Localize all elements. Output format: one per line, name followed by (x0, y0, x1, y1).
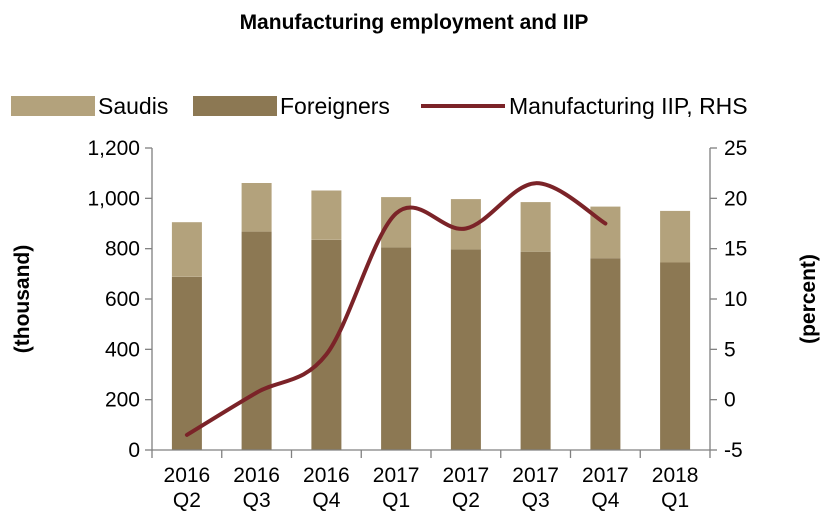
x-tick-label-quarter: Q1 (382, 489, 410, 512)
y-tick-label-left: 400 (105, 338, 140, 361)
x-tick-label-year: 2017 (373, 464, 420, 487)
y-tick-label-left: 200 (105, 389, 140, 412)
bar-foreigners-7 (660, 262, 691, 450)
x-tick-label-quarter: Q4 (591, 489, 619, 512)
x-tick-label-year: 2017 (582, 464, 629, 487)
chart-title: Manufacturing employment and IIP (240, 11, 589, 34)
bar-saudis-0 (171, 222, 202, 277)
legend-swatch-saudis (11, 96, 95, 116)
x-tick-label-quarter: Q1 (661, 489, 689, 512)
x-tick-label-year: 2018 (652, 464, 699, 487)
x-tick-label-quarter: Q3 (522, 489, 550, 512)
x-tick-label-year: 2016 (303, 464, 350, 487)
x-tick-label-quarter: Q2 (173, 489, 201, 512)
x-tick-label-quarter: Q4 (312, 489, 340, 512)
y-tick-label-right: 10 (724, 288, 747, 311)
y-tick-label-right: 0 (724, 389, 736, 412)
y-tick-label-left: 600 (105, 288, 140, 311)
bar-foreigners-6 (590, 258, 621, 450)
bar-foreigners-0 (171, 276, 202, 450)
x-tick-label-quarter: Q2 (452, 489, 480, 512)
line-manufacturing-iip (184, 181, 608, 437)
bar-saudis-1 (241, 183, 272, 232)
bar-foreigners-5 (520, 251, 551, 450)
x-tick-label-year: 2017 (443, 464, 490, 487)
x-tick-label-year: 2016 (233, 464, 280, 487)
y-tick-label-right: 20 (724, 187, 747, 210)
y-tick-label-right: 25 (724, 137, 747, 160)
y-tick-label-right: 15 (724, 238, 747, 261)
tick-labels: 02004006008001,0001,200-505101520252016Q… (87, 137, 747, 512)
y-tick-label-left: 1,000 (87, 187, 140, 210)
x-tick-label-year: 2017 (512, 464, 559, 487)
y-tick-label-right: -5 (724, 439, 743, 462)
legend-label-foreigners: Foreigners (280, 93, 390, 119)
y-tick-label-left: 0 (128, 439, 140, 462)
bar-saudis-5 (520, 202, 551, 252)
legend: Saudis Foreigners Manufacturing IIP, RHS (11, 93, 748, 119)
bar-saudis-3 (381, 197, 412, 248)
y-axis-title-left: (thousand) (11, 245, 34, 353)
bar-saudis-7 (660, 210, 691, 263)
axes (145, 147, 717, 458)
x-tick-label-quarter: Q3 (243, 489, 271, 512)
bar-foreigners-2 (311, 239, 342, 450)
bar-foreigners-3 (381, 247, 412, 450)
y-axis-title-right: (percent) (797, 254, 820, 344)
y-tick-label-left: 800 (105, 238, 140, 261)
bars (171, 183, 691, 450)
legend-label-iip: Manufacturing IIP, RHS (509, 93, 748, 119)
bar-foreigners-4 (450, 249, 481, 450)
x-tick-label-year: 2016 (164, 464, 211, 487)
line-series (184, 181, 608, 437)
y-tick-label-left: 1,200 (87, 137, 140, 160)
legend-swatch-foreigners (193, 96, 277, 116)
bar-foreigners-1 (241, 231, 272, 450)
y-tick-label-right: 5 (724, 338, 736, 361)
legend-label-saudis: Saudis (98, 93, 168, 119)
bar-saudis-2 (311, 190, 342, 240)
